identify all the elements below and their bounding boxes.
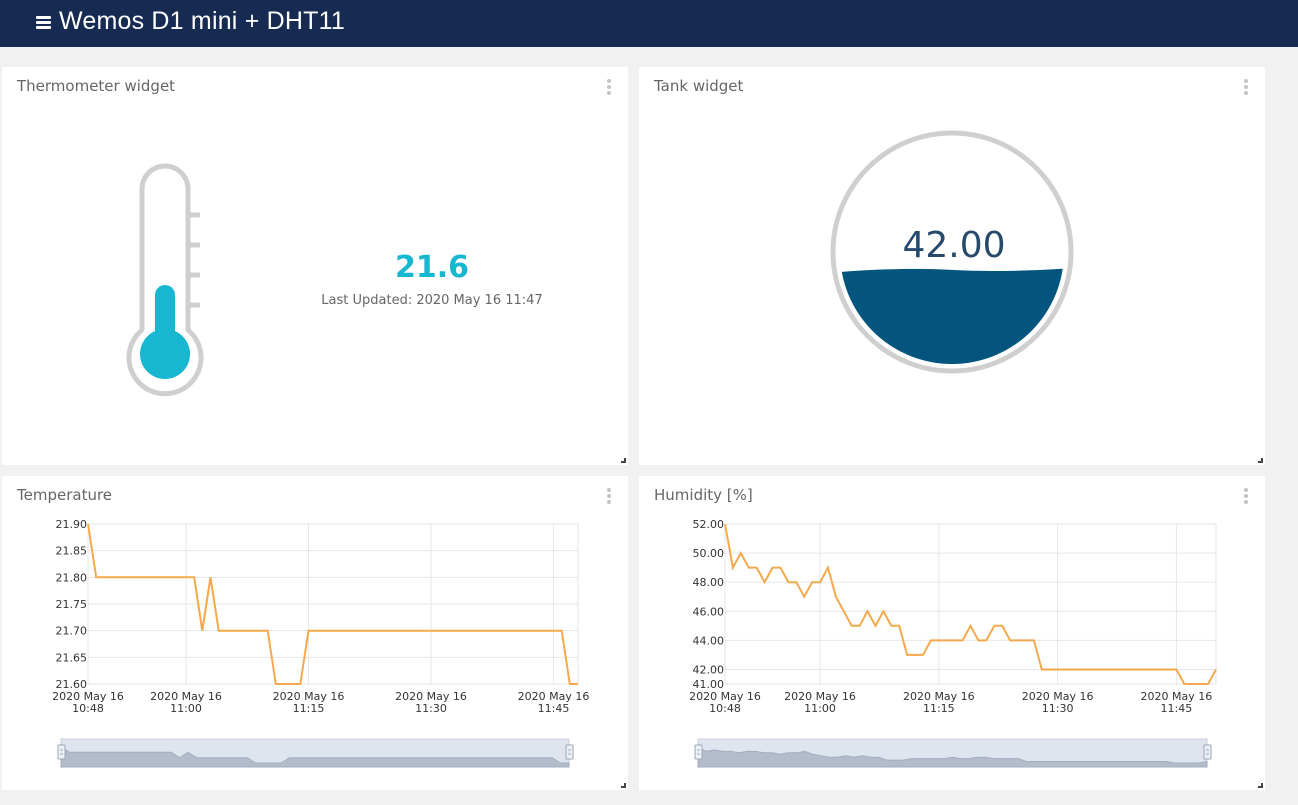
x-tick-label: 2020 May 16 [784, 690, 856, 703]
widget-title: Tank widget [654, 77, 744, 95]
range-selector-area [697, 746, 1208, 768]
x-tick-label: 2020 May 16 [903, 690, 975, 703]
resize-handle[interactable] [621, 783, 626, 788]
x-tick-label: 11:30 [1042, 702, 1074, 715]
x-tick-label: 2020 May 16 [518, 690, 590, 703]
plot-area [724, 523, 1217, 685]
x-tick-label: 11:15 [293, 702, 325, 715]
y-tick-label: 41.00 [693, 678, 725, 691]
x-tick-label: 11:00 [804, 702, 836, 715]
resize-handle[interactable] [1258, 783, 1263, 788]
y-tick-label: 44.00 [693, 634, 725, 647]
x-tick-label: 2020 May 16 [150, 690, 222, 703]
widget-title: Temperature [17, 486, 113, 504]
y-tick-label: 21.60 [56, 678, 88, 691]
hamburger-menu-icon[interactable] [36, 16, 51, 30]
resize-handle[interactable] [621, 458, 626, 463]
x-tick-label: 2020 May 16 [273, 690, 345, 703]
widget-menu-icon[interactable] [1243, 79, 1249, 95]
y-tick-label: 50.00 [693, 547, 725, 560]
y-tick-label: 21.70 [56, 625, 88, 638]
tank-graphic [830, 130, 1074, 374]
y-tick-label: 21.80 [56, 571, 88, 584]
x-tick-label: 2020 May 16 [1141, 690, 1213, 703]
widget-title: Thermometer widget [17, 77, 176, 95]
x-tick-label: 11:30 [415, 702, 447, 715]
y-tick-label: 21.85 [56, 545, 88, 558]
thermometer-widget: Thermometer widget 21.6 Last Updated: 20… [2, 67, 628, 465]
temperature-line-chart[interactable]: 21.9021.8521.8021.7521.7021.6521.602020 … [2, 476, 628, 790]
humidity-line-chart[interactable]: 52.0050.0048.0046.0044.0042.0041.002020 … [639, 476, 1265, 790]
x-tick-label: 11:15 [923, 702, 955, 715]
range-selector-area [60, 746, 570, 768]
y-tick-label: 21.75 [56, 598, 88, 611]
range-handle-left [57, 744, 66, 760]
y-tick-label: 48.00 [693, 576, 725, 589]
widget-menu-icon[interactable] [606, 488, 612, 504]
temperature-value: 21.6 [394, 250, 470, 285]
widget-title: Humidity [%] [654, 486, 753, 504]
last-updated-label: Last Updated: 2020 May 16 11:47 [321, 293, 543, 308]
y-tick-label: 21.65 [56, 651, 88, 664]
x-tick-label: 2020 May 16 [1022, 690, 1094, 703]
series-line [87, 523, 578, 685]
x-tick-label: 10:48 [72, 702, 104, 715]
humidity-chart-widget: Humidity [%] 52.00 50.00 48.00 46.00 44.00 42… [639, 476, 1265, 790]
resize-handle[interactable] [1258, 458, 1263, 463]
x-tick-label: 11:45 [1161, 702, 1193, 715]
y-tick-label: 42.00 [693, 663, 725, 676]
thermometer-bulb [140, 329, 190, 379]
series-line [724, 523, 1217, 685]
thermometer-graphic [126, 163, 204, 397]
tank-value: 42.00 [902, 225, 1006, 266]
range-handle-right [1203, 744, 1212, 760]
x-tick-label: 2020 May 16 [52, 690, 124, 703]
range-handle-right [565, 744, 574, 760]
x-tick-label: 2020 May 16 [689, 690, 761, 703]
widget-menu-icon[interactable] [1243, 488, 1249, 504]
tank-liquid [840, 267, 1064, 364]
temperature-chart-widget: Temperature 21.90 21.85 21.80 21.75 21.70 21.… [2, 476, 628, 790]
x-tick-label: 11:00 [170, 702, 202, 715]
tank-widget: Tank widget 42.00 [639, 67, 1265, 465]
top-bar: Wemos D1 mini + DHT11 [0, 0, 1298, 47]
x-tick-label: 2020 May 16 [395, 690, 467, 703]
widget-menu-icon[interactable] [606, 79, 612, 95]
y-tick-label: 52.00 [693, 518, 725, 531]
x-tick-label: 10:48 [709, 702, 741, 715]
y-tick-label: 46.00 [693, 605, 725, 618]
thermometer-icon [126, 163, 204, 397]
range-handle-left [694, 744, 703, 760]
dashboard-title: Wemos D1 mini + DHT11 [59, 7, 345, 35]
y-tick-label: 21.90 [56, 518, 88, 531]
x-tick-label: 11:45 [538, 702, 570, 715]
